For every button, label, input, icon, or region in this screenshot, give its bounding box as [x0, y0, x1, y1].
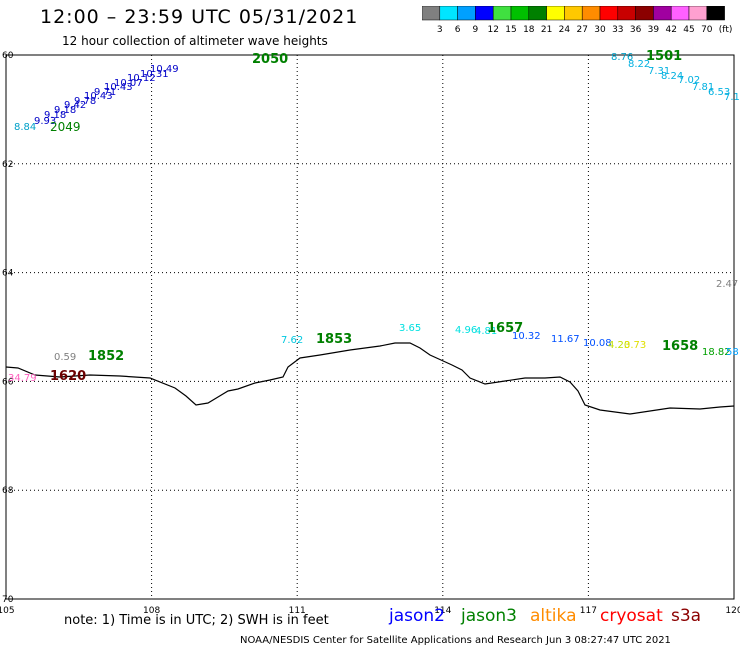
colorbar-swatch — [510, 6, 530, 21]
wave-height-label: 7.62 — [281, 335, 303, 346]
wave-height-label: 3.73 — [624, 340, 646, 351]
colorbar-tick-label: 33 — [612, 25, 623, 35]
colorbar-tick-label: 18 — [523, 25, 535, 35]
wave-height-label: 9.78 — [74, 96, 96, 107]
wave-height-label: 1620 — [50, 369, 86, 384]
wave-height-label: 2049 — [50, 120, 81, 134]
colorbar-swatch — [546, 6, 565, 21]
satellite-altika: altika — [530, 606, 577, 626]
wave-height-label: 7.31 — [648, 66, 670, 77]
satellite-jason2: jason2 — [389, 606, 445, 626]
wave-height-label: 0.59 — [54, 352, 76, 363]
wave-height-label: 9.18 — [54, 105, 76, 116]
colorbar-tick-label: 42 — [665, 25, 676, 35]
longitude-label: 117 — [580, 606, 597, 616]
latitude-label: 66 — [2, 377, 14, 387]
colorbar-tick-label: 30 — [594, 25, 606, 35]
wave-height-label: 7.02 — [678, 75, 700, 86]
colorbar-swatch — [670, 6, 690, 21]
wave-height-label: 10.32 — [512, 331, 541, 342]
wave-height-label: 1657 — [487, 321, 523, 336]
map-frame — [5, 54, 735, 600]
wave-height-label: 8.22 — [628, 59, 650, 70]
longitude-label: 105 — [0, 606, 15, 616]
colorbar-tick-label: 27 — [576, 25, 587, 35]
wave-height-label: 10.12 — [127, 73, 156, 84]
wave-height-label: 10.31 — [140, 69, 169, 80]
colorbar-tick-label: 15 — [505, 25, 516, 35]
colorbar-swatch — [439, 6, 458, 21]
wave-height-label: 10.43 — [84, 91, 113, 102]
colorbar-swatch — [617, 6, 636, 21]
satellite-cryosat: cryosat — [600, 606, 663, 626]
latitude-label: 60 — [2, 51, 14, 61]
credit-line: NOAA/NESDIS Center for Satellite Applica… — [240, 635, 671, 646]
wave-height-label: 9.71 — [94, 87, 116, 98]
colorbar-tick-label: 39 — [648, 25, 660, 35]
colorbar-swatch — [475, 6, 494, 21]
colorbar-swatch — [581, 6, 601, 21]
wave-height-label: 8.76 — [611, 52, 633, 63]
wave-height-label: 1658 — [662, 339, 698, 354]
colorbar-tick-label: 24 — [559, 25, 571, 35]
latitude-label: 62 — [2, 160, 13, 170]
colorbar-tick-label: 45 — [683, 25, 694, 35]
wave-height-label: 2.47 — [716, 279, 738, 290]
colorbar-tick-label: 12 — [487, 25, 498, 35]
wave-height-label: 34.79 — [8, 373, 37, 384]
wave-height-label: 7.81 — [692, 82, 714, 93]
longitude-label: 120 — [725, 606, 740, 616]
latitude-label: 64 — [2, 269, 14, 279]
colorbar-swatch — [653, 6, 672, 21]
wave-height-label: 9.42 — [64, 100, 86, 111]
colorbar-tick-label: 21 — [541, 25, 552, 35]
wave-height-label: 8.24 — [661, 71, 683, 82]
wave-height-label: 11.67 — [551, 334, 580, 345]
latitude-label: 70 — [2, 595, 14, 605]
colorbar-swatch — [457, 6, 476, 21]
wave-height-label: 9.93 — [34, 116, 56, 127]
wave-height-label: 7.1 — [724, 92, 740, 103]
wave-height-label: 58 — [726, 347, 739, 358]
map-subtitle: 12 hour collection of altimeter wave hei… — [62, 34, 328, 48]
wave-height-label: 2050 — [252, 52, 288, 67]
wave-height-label: 4.96 — [455, 325, 477, 336]
colorbar-tick-label: 70 — [701, 25, 713, 35]
wave-height-label: 10.49 — [150, 64, 179, 75]
wave-height-label: 1852 — [88, 349, 124, 364]
wave-height-label: 9.18 — [44, 110, 66, 121]
colorbar-tick-label: 9 — [473, 25, 479, 35]
colorbar-swatch — [599, 6, 619, 21]
wave-height-label: 10.07 — [114, 78, 143, 89]
colorbar-swatch — [635, 6, 654, 21]
satellite-jason3: jason3 — [461, 606, 517, 626]
colorbar-swatch — [528, 6, 547, 21]
wave-height-label: 1501 — [646, 49, 682, 64]
wave-height-label: 3.65 — [399, 323, 421, 334]
wave-height-label: 8.84 — [14, 122, 36, 133]
wave-height-colorbar: 3 6 9 12 15 18 21 24 27 30 33 36 39 42 45 70 (ft) — [422, 6, 733, 35]
latitude-label: 68 — [2, 486, 14, 496]
colorbar-swatch — [706, 6, 725, 21]
wave-height-label: 10.43 — [104, 82, 133, 93]
wave-height-label: 1853 — [316, 332, 352, 347]
colorbar-unit-label: (ft) — [719, 25, 733, 35]
footer-note: note: 1) Time is in UTC; 2) SWH is in fe… — [64, 613, 329, 628]
coastline — [5, 342, 735, 415]
map-title: 12:00 – 23:59 UTC 05/31/2021 — [40, 6, 359, 28]
colorbar-swatch — [564, 6, 583, 21]
wave-height-label: 18.82 — [702, 347, 731, 358]
colorbar-swatch — [422, 6, 441, 21]
colorbar-tick-label: 6 — [455, 25, 461, 35]
wave-height-label: 4.81 — [475, 326, 497, 337]
wave-height-label: 6.53 — [708, 87, 730, 98]
colorbar-tick-label: 36 — [630, 25, 642, 35]
colorbar-swatch — [688, 6, 708, 21]
wave-height-label: 4.20 — [608, 340, 630, 351]
wave-height-label: 10.08 — [583, 338, 612, 349]
colorbar-swatch — [492, 6, 512, 21]
satellite-s3a: s3a — [671, 606, 702, 626]
colorbar-tick-label: 3 — [437, 25, 443, 35]
